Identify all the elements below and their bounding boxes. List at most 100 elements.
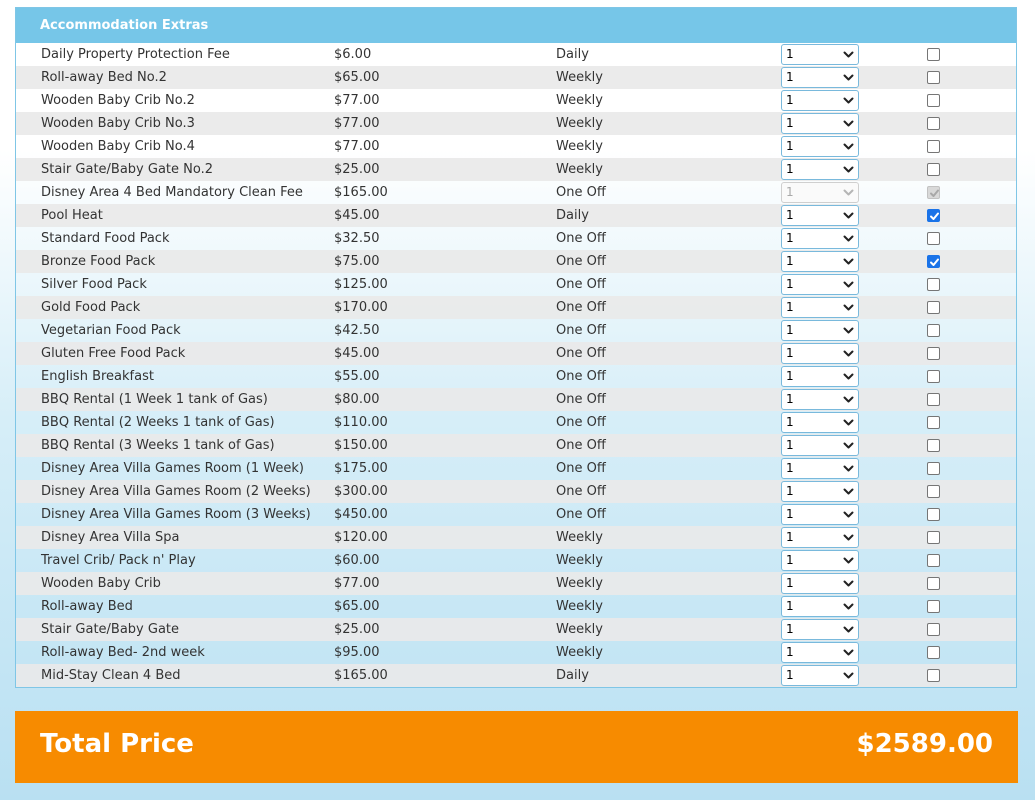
quantity-select[interactable]: 1 bbox=[781, 159, 859, 180]
chevron-down-icon bbox=[843, 141, 854, 152]
quantity-value: 1 bbox=[786, 277, 794, 291]
quantity-select[interactable]: 1 bbox=[781, 389, 859, 410]
select-checkbox[interactable] bbox=[927, 623, 940, 636]
quantity-select[interactable]: 1 bbox=[781, 458, 859, 479]
quantity-value: 1 bbox=[786, 116, 794, 130]
quantity-select[interactable]: 1 bbox=[781, 251, 859, 272]
select-checkbox[interactable] bbox=[927, 278, 940, 291]
quantity-select-wrap: 1 bbox=[781, 228, 859, 251]
select-checkbox[interactable] bbox=[927, 94, 940, 107]
extra-name: Disney Area Villa Games Room (3 Weeks) bbox=[41, 507, 311, 522]
extra-row: BBQ Rental (2 Weeks 1 tank of Gas) $110.0… bbox=[16, 411, 1016, 434]
quantity-select[interactable]: 1 bbox=[781, 435, 859, 456]
select-checkbox[interactable] bbox=[927, 209, 940, 222]
select-checkbox[interactable] bbox=[927, 508, 940, 521]
quantity-value: 1 bbox=[786, 415, 794, 429]
panel-title: Accommodation Extras bbox=[16, 8, 1016, 43]
extra-row: Wooden Baby Crib $77.00 Weekly 1 bbox=[16, 572, 1016, 595]
quantity-select[interactable]: 1 bbox=[781, 366, 859, 387]
quantity-select[interactable]: 1 bbox=[781, 320, 859, 341]
select-checkbox[interactable] bbox=[927, 324, 940, 337]
select-checkbox[interactable] bbox=[927, 393, 940, 406]
select-checkbox[interactable] bbox=[927, 232, 940, 245]
extra-name: BBQ Rental (1 Week 1 tank of Gas) bbox=[41, 392, 268, 407]
extra-row: Disney Area Villa Spa $120.00 Weekly 1 bbox=[16, 526, 1016, 549]
quantity-select[interactable]: 1 bbox=[781, 642, 859, 663]
chevron-down-icon bbox=[843, 348, 854, 359]
quantity-select[interactable]: 1 bbox=[781, 573, 859, 594]
select-checkbox[interactable] bbox=[927, 462, 940, 475]
extra-frequency: Weekly bbox=[556, 553, 603, 568]
quantity-value: 1 bbox=[786, 139, 794, 153]
extra-price: $65.00 bbox=[334, 70, 380, 85]
quantity-select[interactable]: 1 bbox=[781, 274, 859, 295]
select-checkbox[interactable] bbox=[927, 531, 940, 544]
extra-name: Mid-Stay Clean 4 Bed bbox=[41, 668, 181, 683]
chevron-down-icon bbox=[843, 95, 854, 106]
extra-frequency: Daily bbox=[556, 208, 589, 223]
extra-price: $77.00 bbox=[334, 576, 380, 591]
select-checkbox[interactable] bbox=[927, 416, 940, 429]
quantity-select[interactable]: 1 bbox=[781, 113, 859, 134]
quantity-select[interactable]: 1 bbox=[781, 596, 859, 617]
chevron-down-icon bbox=[843, 210, 854, 221]
select-checkbox[interactable] bbox=[927, 577, 940, 590]
quantity-select-wrap: 1 bbox=[781, 159, 859, 182]
chevron-down-icon bbox=[843, 440, 854, 451]
quantity-select[interactable]: 1 bbox=[781, 343, 859, 364]
quantity-select[interactable]: 1 bbox=[781, 665, 859, 686]
quantity-select[interactable]: 1 bbox=[781, 228, 859, 249]
quantity-select-wrap: 1 bbox=[781, 481, 859, 504]
quantity-value: 1 bbox=[786, 93, 794, 107]
total-price-label: Total Price bbox=[40, 729, 194, 759]
quantity-value: 1 bbox=[786, 438, 794, 452]
quantity-select-wrap: 1 bbox=[781, 297, 859, 320]
select-checkbox[interactable] bbox=[927, 255, 940, 268]
quantity-select[interactable]: 1 bbox=[781, 136, 859, 157]
extra-row: Wooden Baby Crib No.3 $77.00 Weekly 1 bbox=[16, 112, 1016, 135]
select-checkbox[interactable] bbox=[927, 48, 940, 61]
quantity-select[interactable]: 1 bbox=[781, 90, 859, 111]
extra-price: $42.50 bbox=[334, 323, 380, 338]
select-checkbox[interactable] bbox=[927, 301, 940, 314]
select-checkbox[interactable] bbox=[927, 669, 940, 682]
quantity-select-wrap: 1 bbox=[781, 136, 859, 159]
quantity-select-wrap: 1 bbox=[781, 412, 859, 435]
extra-name: Bronze Food Pack bbox=[41, 254, 156, 269]
select-checkbox[interactable] bbox=[927, 439, 940, 452]
extra-price: $300.00 bbox=[334, 484, 388, 499]
quantity-select[interactable]: 1 bbox=[781, 550, 859, 571]
select-checkbox[interactable] bbox=[927, 347, 940, 360]
quantity-select[interactable]: 1 bbox=[781, 412, 859, 433]
chevron-down-icon bbox=[843, 279, 854, 290]
extra-price: $77.00 bbox=[334, 116, 380, 131]
extra-row: Roll-away Bed No.2 $65.00 Weekly 1 bbox=[16, 66, 1016, 89]
quantity-select-wrap: 1 bbox=[781, 67, 859, 90]
extra-frequency: One Off bbox=[556, 461, 606, 476]
extra-row: Roll-away Bed- 2nd week $95.00 Weekly 1 bbox=[16, 641, 1016, 664]
select-checkbox[interactable] bbox=[927, 554, 940, 567]
extra-price: $25.00 bbox=[334, 622, 380, 637]
select-checkbox[interactable] bbox=[927, 71, 940, 84]
select-checkbox[interactable] bbox=[927, 163, 940, 176]
select-checkbox[interactable] bbox=[927, 140, 940, 153]
quantity-value: 1 bbox=[786, 484, 794, 498]
extra-frequency: Weekly bbox=[556, 645, 603, 660]
quantity-select-wrap: 1 bbox=[781, 665, 859, 688]
extra-name: Roll-away Bed- 2nd week bbox=[41, 645, 205, 660]
select-checkbox[interactable] bbox=[927, 646, 940, 659]
quantity-select[interactable]: 1 bbox=[781, 205, 859, 226]
select-checkbox[interactable] bbox=[927, 485, 940, 498]
quantity-select[interactable]: 1 bbox=[781, 481, 859, 502]
extra-name: Wooden Baby Crib No.4 bbox=[41, 139, 195, 154]
quantity-select[interactable]: 1 bbox=[781, 504, 859, 525]
select-checkbox[interactable] bbox=[927, 600, 940, 613]
quantity-select[interactable]: 1 bbox=[781, 527, 859, 548]
select-checkbox[interactable] bbox=[927, 370, 940, 383]
quantity-select[interactable]: 1 bbox=[781, 297, 859, 318]
quantity-select[interactable]: 1 bbox=[781, 44, 859, 65]
quantity-select[interactable]: 1 bbox=[781, 619, 859, 640]
select-checkbox[interactable] bbox=[927, 117, 940, 130]
total-price-bar: Total Price $2589.00 bbox=[15, 711, 1018, 783]
quantity-select[interactable]: 1 bbox=[781, 67, 859, 88]
